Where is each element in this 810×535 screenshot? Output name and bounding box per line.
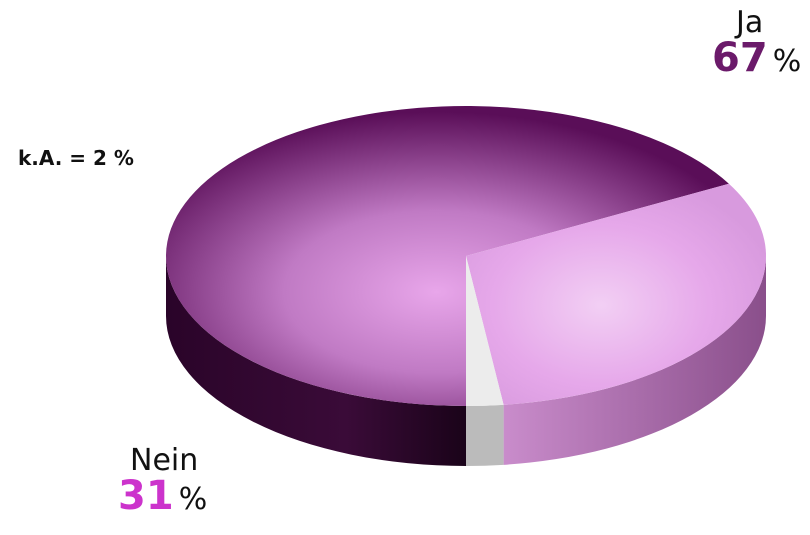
label-nein: Nein 31 %	[118, 443, 208, 519]
label-nein-unit: %	[178, 482, 208, 517]
label-ka: k.A. = 2 %	[18, 146, 134, 170]
pie-slice-k-a	[466, 256, 504, 406]
label-nein-value: 31	[118, 473, 174, 519]
label-ja-name: Ja	[736, 5, 764, 40]
pie-side-ja	[166, 256, 466, 466]
label-ja: Ja 67 %	[712, 5, 802, 81]
pie-sides	[166, 256, 766, 466]
pie-side-nein	[503, 256, 766, 465]
pie-side-k-a-	[466, 404, 504, 466]
label-ja-value: 67	[712, 35, 768, 81]
label-ja-unit: %	[772, 44, 802, 79]
pie-slice-ja	[166, 106, 729, 406]
pie-slice-nein	[466, 183, 767, 405]
label-nein-name: Nein	[130, 443, 199, 478]
pie-top	[166, 106, 767, 406]
